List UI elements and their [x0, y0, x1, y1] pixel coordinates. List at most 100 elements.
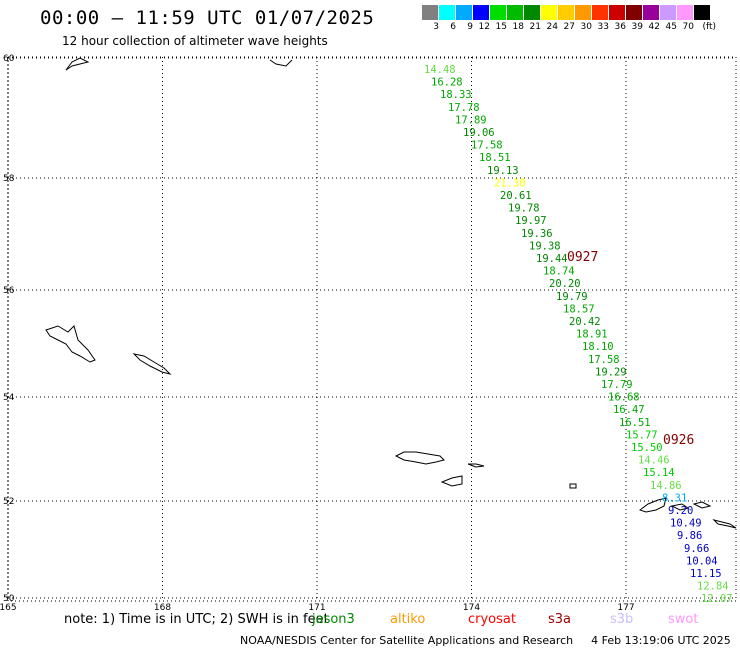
legend-swatch: [626, 5, 643, 20]
wave-height-value: 17.58: [588, 354, 620, 366]
legend-label: 42: [648, 22, 660, 32]
legend-swatch: [660, 5, 677, 20]
legend-label: 39: [631, 22, 643, 32]
wave-height-value: 18.91: [576, 329, 608, 341]
wave-height-value: 19.79: [556, 291, 588, 303]
wave-height-value: 8.31: [662, 492, 687, 504]
legend-label: 45: [665, 22, 677, 32]
wave-height-value: 19.13: [487, 165, 519, 177]
coastline-kiska-island: [638, 497, 667, 513]
legend-label: (ft): [702, 22, 716, 32]
legend-swatch: [592, 5, 609, 20]
footer: NOAA/NESDIS Center for Satellite Applica…: [240, 634, 731, 647]
wave-height-value: 15.14: [643, 467, 675, 479]
coastline-buldir-island: [569, 483, 577, 489]
wave-height-value: 16.68: [608, 392, 640, 404]
coastline-amchitka-island: [712, 519, 737, 529]
legend-swatch: [558, 5, 575, 20]
legend-swatch: [575, 5, 592, 20]
legend-label: 24: [546, 22, 558, 32]
page-title: 00:00 – 11:59 UTC 01/07/2025: [40, 7, 375, 29]
latitude-label: 54: [3, 393, 15, 403]
legend-color-bar: [422, 5, 716, 20]
legend-swatch: [422, 5, 439, 20]
map-axis-labels: 165 168 171 174 177 60 58 56 54 52 50: [0, 54, 635, 613]
wave-height-value: 18.74: [543, 266, 575, 278]
footer-timestamp: 4 Feb 13:19:06 UTC 2025: [591, 634, 731, 647]
coastline-agattu-island: [440, 475, 463, 487]
map-grid: [7, 56, 737, 602]
wave-height-value: 16.28: [431, 77, 463, 89]
coastline-top-fragment: [269, 59, 293, 67]
coastline-rat-islands-1: [670, 503, 690, 511]
latitude-label: 56: [3, 286, 15, 296]
wave-height-value: 20.20: [549, 278, 581, 290]
wave-height-value: 20.61: [500, 190, 532, 202]
wave-height-value: 10.04: [686, 555, 718, 567]
legend-swatch: [677, 5, 694, 20]
longitude-label: 174: [463, 603, 480, 613]
wave-height-value: 14.86: [650, 480, 682, 492]
wave-height-value: 20.42: [569, 316, 601, 328]
pass-time-tag: 0926: [663, 433, 694, 448]
legend-swatch: [609, 5, 626, 20]
wave-height-value: 19.06: [463, 127, 495, 139]
wave-height-value: 17.78: [448, 102, 480, 114]
wave-height-value: 19.44: [536, 253, 568, 265]
wave-height-value: 11.15: [690, 568, 722, 580]
legend-label: 18: [512, 22, 524, 32]
coastline-bering-island: [45, 325, 96, 363]
map-frame: [7, 56, 737, 602]
wave-height-value: 9.86: [677, 530, 702, 542]
legend-label: 30: [580, 22, 592, 32]
longitude-label: 177: [617, 603, 634, 613]
legend-label: 15: [495, 22, 507, 32]
legend-swatch: [524, 5, 541, 20]
latitude-label: 58: [3, 174, 15, 184]
legend-label: 3: [433, 22, 439, 32]
legend-swatch: [694, 5, 711, 20]
legend-labels: 3 6 9 12 15 18 21 24 27 30 33 36 39 42 45 70 (ft): [422, 22, 716, 32]
wave-height-value: 17.79: [601, 379, 633, 391]
legend-swatch: [507, 5, 524, 20]
satellite-jason3: jason3: [312, 612, 355, 627]
wave-height-value: 17.89: [455, 114, 487, 126]
page-subtitle: 12 hour collection of altimeter wave hei…: [62, 34, 328, 48]
satellite-cryosat: cryosat: [468, 612, 516, 627]
wave-height-value: 19.29: [595, 366, 627, 378]
legend-label: 27: [563, 22, 575, 32]
legend-swatch: [456, 5, 473, 20]
pass-time-tag: 0927: [567, 250, 598, 265]
latitude-label: 50: [3, 594, 15, 604]
wave-height-value: 9.20: [668, 505, 693, 517]
latitude-label: 60: [3, 54, 15, 64]
wave-height-value: 12.84: [697, 581, 729, 593]
coastlines: [45, 57, 737, 529]
wave-height-value: 12.07: [701, 593, 733, 605]
legend-label: 12: [478, 22, 490, 32]
legend-label: 21: [529, 22, 541, 32]
legend-swatch: [541, 5, 558, 20]
footer-credit: NOAA/NESDIS Center for Satellite Applica…: [240, 634, 574, 647]
wave-height-value: 19.36: [521, 228, 553, 240]
wave-height-value: 19.38: [529, 240, 561, 252]
legend-swatch: [439, 5, 456, 20]
wave-height-value: 14.48: [424, 64, 456, 76]
coastline-semichi-island: [467, 463, 485, 468]
satellite-s3b: s3b: [610, 612, 634, 627]
wave-height-value: 10.49: [670, 518, 702, 530]
wave-height-value: 15.50: [631, 442, 663, 454]
footnote: note: 1) Time is in UTC; 2) SWH is in fe…: [64, 612, 329, 627]
wave-height-value: 16.47: [613, 404, 645, 416]
wave-height-value: 18.33: [440, 89, 472, 101]
legend-label: 36: [614, 22, 626, 32]
wave-height-value: 15.77: [626, 429, 658, 441]
wave-height-value: 18.10: [582, 341, 614, 353]
legend-swatch: [473, 5, 490, 20]
wave-height-value: 18.57: [563, 303, 595, 315]
wave-height-value: 16.51: [619, 417, 651, 429]
legend-swatch: [490, 5, 507, 20]
wave-height-value: 18.51: [479, 152, 511, 164]
